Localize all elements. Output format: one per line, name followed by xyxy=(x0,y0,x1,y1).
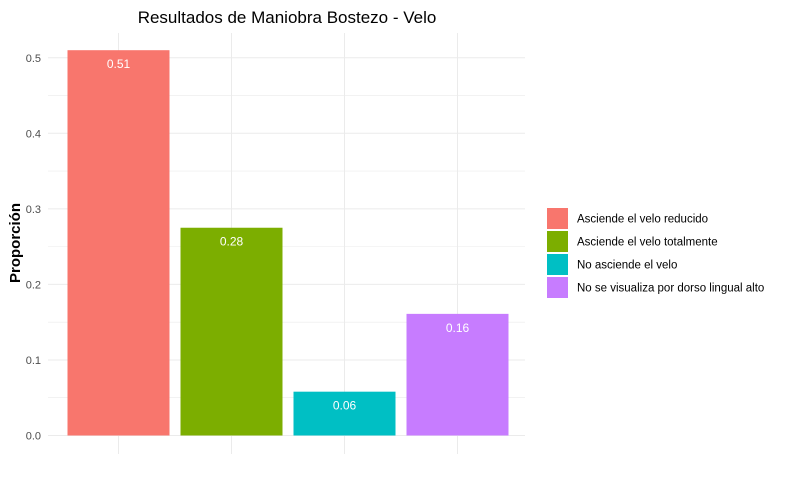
legend-key xyxy=(547,277,568,298)
y-tick-label: 0.0 xyxy=(26,431,41,443)
bar xyxy=(406,313,509,436)
legend-label: Asciende el velo totalmente xyxy=(577,237,718,249)
bar xyxy=(67,50,170,436)
data-label: 0.06 xyxy=(333,399,357,413)
y-tick-label: 0.5 xyxy=(26,53,41,65)
legend-label: Asciende el velo reducido xyxy=(577,214,708,226)
data-label: 0.16 xyxy=(446,321,470,335)
chart-title: Resultados de Maniobra Bostezo - Velo xyxy=(138,8,437,27)
legend-key xyxy=(547,254,568,275)
legend-label: No se visualiza por dorso lingual alto xyxy=(577,283,764,295)
legend-label: No asciende el velo xyxy=(577,260,677,272)
legend-key xyxy=(547,231,568,252)
data-labels: 0.51 0.28 0.06 0.16 xyxy=(107,57,470,412)
y-tick-label: 0.4 xyxy=(26,128,41,140)
y-tick-label: 0.3 xyxy=(26,204,41,216)
y-tick-label: 0.2 xyxy=(26,279,41,291)
data-label: 0.51 xyxy=(107,57,131,71)
bar xyxy=(180,227,283,436)
legend-key xyxy=(547,208,568,229)
data-label: 0.28 xyxy=(220,235,244,249)
bar xyxy=(293,391,396,436)
y-tick-label: 0.1 xyxy=(26,355,41,367)
bars xyxy=(67,50,509,436)
y-axis-ticks: 0.0 0.1 0.2 0.3 0.4 0.5 xyxy=(26,53,41,443)
y-axis-label: Proporción xyxy=(7,203,24,283)
legend: Asciende el velo reducido Asciende el vel… xyxy=(547,208,764,298)
